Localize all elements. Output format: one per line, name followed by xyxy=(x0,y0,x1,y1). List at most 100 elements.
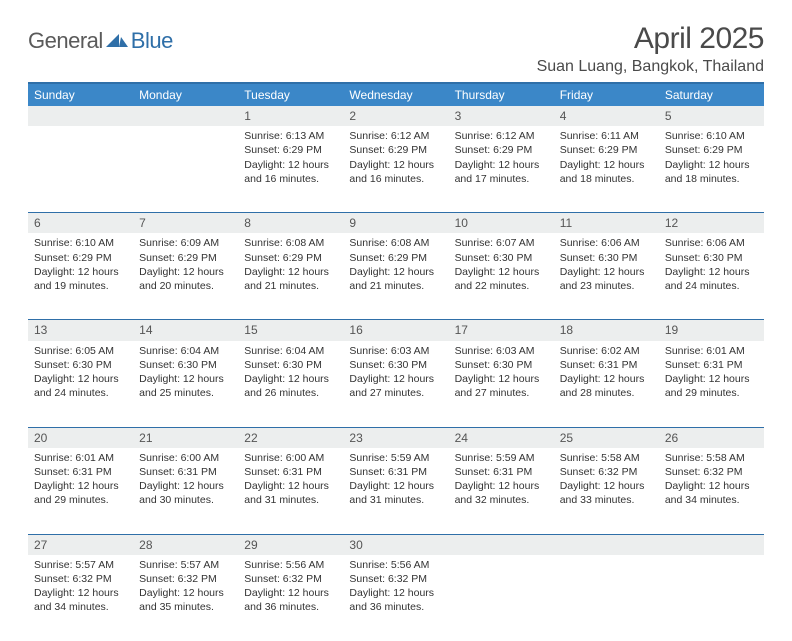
daylight-text: Daylight: 12 hours and 22 minutes. xyxy=(455,265,548,293)
day-cell xyxy=(28,126,133,213)
day-cell xyxy=(659,555,764,641)
sunset-text: Sunset: 6:30 PM xyxy=(244,358,337,372)
day-cell-body: Sunrise: 5:56 AMSunset: 6:32 PMDaylight:… xyxy=(343,555,448,619)
sunset-text: Sunset: 6:29 PM xyxy=(349,143,442,157)
day-number-cell xyxy=(28,106,133,126)
sunset-text: Sunset: 6:29 PM xyxy=(349,251,442,265)
sunset-text: Sunset: 6:32 PM xyxy=(244,572,337,586)
daylight-text: Daylight: 12 hours and 33 minutes. xyxy=(560,479,653,507)
weekday-header: Saturday xyxy=(659,83,764,106)
daylight-text: Daylight: 12 hours and 18 minutes. xyxy=(560,158,653,186)
day-cell-body: Sunrise: 6:03 AMSunset: 6:30 PMDaylight:… xyxy=(449,341,554,405)
daylight-text: Daylight: 12 hours and 34 minutes. xyxy=(34,586,127,614)
sunset-text: Sunset: 6:30 PM xyxy=(455,251,548,265)
day-number-cell: 7 xyxy=(133,213,238,234)
calendar-table: Sunday Monday Tuesday Wednesday Thursday… xyxy=(28,82,764,641)
day-number-row: 13141516171819 xyxy=(28,320,764,341)
sunset-text: Sunset: 6:30 PM xyxy=(665,251,758,265)
sunrise-text: Sunrise: 5:57 AM xyxy=(34,558,127,572)
sunset-text: Sunset: 6:31 PM xyxy=(665,358,758,372)
weekday-header: Thursday xyxy=(449,83,554,106)
daylight-text: Daylight: 12 hours and 21 minutes. xyxy=(244,265,337,293)
sunrise-text: Sunrise: 6:12 AM xyxy=(349,129,442,143)
day-cell-body: Sunrise: 5:57 AMSunset: 6:32 PMDaylight:… xyxy=(133,555,238,619)
daylight-text: Daylight: 12 hours and 19 minutes. xyxy=(34,265,127,293)
day-cell: Sunrise: 6:05 AMSunset: 6:30 PMDaylight:… xyxy=(28,341,133,428)
day-cell: Sunrise: 6:10 AMSunset: 6:29 PMDaylight:… xyxy=(28,233,133,320)
day-number-cell: 29 xyxy=(238,534,343,555)
sunset-text: Sunset: 6:32 PM xyxy=(34,572,127,586)
day-cell-body: Sunrise: 6:07 AMSunset: 6:30 PMDaylight:… xyxy=(449,233,554,297)
sunset-text: Sunset: 6:32 PM xyxy=(349,572,442,586)
daylight-text: Daylight: 12 hours and 18 minutes. xyxy=(665,158,758,186)
sunrise-text: Sunrise: 6:00 AM xyxy=(244,451,337,465)
sunrise-text: Sunrise: 6:07 AM xyxy=(455,236,548,250)
daylight-text: Daylight: 12 hours and 31 minutes. xyxy=(244,479,337,507)
day-cell: Sunrise: 6:11 AMSunset: 6:29 PMDaylight:… xyxy=(554,126,659,213)
day-cell: Sunrise: 6:12 AMSunset: 6:29 PMDaylight:… xyxy=(343,126,448,213)
day-number-cell: 2 xyxy=(343,106,448,126)
logo-mark-icon xyxy=(106,31,128,52)
day-cell: Sunrise: 5:59 AMSunset: 6:31 PMDaylight:… xyxy=(449,448,554,535)
day-cell: Sunrise: 6:03 AMSunset: 6:30 PMDaylight:… xyxy=(449,341,554,428)
day-cell-body: Sunrise: 6:04 AMSunset: 6:30 PMDaylight:… xyxy=(133,341,238,405)
day-number-cell: 21 xyxy=(133,427,238,448)
day-cell-body: Sunrise: 5:58 AMSunset: 6:32 PMDaylight:… xyxy=(659,448,764,512)
day-cell: Sunrise: 6:12 AMSunset: 6:29 PMDaylight:… xyxy=(449,126,554,213)
daylight-text: Daylight: 12 hours and 30 minutes. xyxy=(139,479,232,507)
sunrise-text: Sunrise: 6:08 AM xyxy=(349,236,442,250)
daylight-text: Daylight: 12 hours and 27 minutes. xyxy=(455,372,548,400)
day-cell-body: Sunrise: 5:59 AMSunset: 6:31 PMDaylight:… xyxy=(449,448,554,512)
day-cell: Sunrise: 6:10 AMSunset: 6:29 PMDaylight:… xyxy=(659,126,764,213)
sunrise-text: Sunrise: 6:00 AM xyxy=(139,451,232,465)
day-cell: Sunrise: 6:08 AMSunset: 6:29 PMDaylight:… xyxy=(343,233,448,320)
day-number-cell: 4 xyxy=(554,106,659,126)
day-cell-body: Sunrise: 6:00 AMSunset: 6:31 PMDaylight:… xyxy=(238,448,343,512)
daylight-text: Daylight: 12 hours and 36 minutes. xyxy=(244,586,337,614)
sunrise-text: Sunrise: 6:05 AM xyxy=(34,344,127,358)
day-cell-body: Sunrise: 6:09 AMSunset: 6:29 PMDaylight:… xyxy=(133,233,238,297)
sunrise-text: Sunrise: 6:11 AM xyxy=(560,129,653,143)
page-header: General Blue April 2025 Suan Luang, Bang… xyxy=(28,22,764,76)
day-number-cell: 23 xyxy=(343,427,448,448)
day-cell: Sunrise: 6:09 AMSunset: 6:29 PMDaylight:… xyxy=(133,233,238,320)
day-cell-body: Sunrise: 5:59 AMSunset: 6:31 PMDaylight:… xyxy=(343,448,448,512)
day-number-cell: 30 xyxy=(343,534,448,555)
sunrise-text: Sunrise: 6:01 AM xyxy=(34,451,127,465)
day-cell-body: Sunrise: 5:56 AMSunset: 6:32 PMDaylight:… xyxy=(238,555,343,619)
day-number-cell: 10 xyxy=(449,213,554,234)
day-number-cell: 24 xyxy=(449,427,554,448)
sunrise-text: Sunrise: 6:09 AM xyxy=(139,236,232,250)
week-row: Sunrise: 6:10 AMSunset: 6:29 PMDaylight:… xyxy=(28,233,764,320)
day-cell-body: Sunrise: 5:58 AMSunset: 6:32 PMDaylight:… xyxy=(554,448,659,512)
day-cell-body: Sunrise: 6:01 AMSunset: 6:31 PMDaylight:… xyxy=(659,341,764,405)
sunset-text: Sunset: 6:29 PM xyxy=(665,143,758,157)
daylight-text: Daylight: 12 hours and 29 minutes. xyxy=(665,372,758,400)
day-cell: Sunrise: 5:57 AMSunset: 6:32 PMDaylight:… xyxy=(133,555,238,641)
day-cell-body: Sunrise: 5:57 AMSunset: 6:32 PMDaylight:… xyxy=(28,555,133,619)
daylight-text: Daylight: 12 hours and 20 minutes. xyxy=(139,265,232,293)
day-number-cell: 27 xyxy=(28,534,133,555)
day-number-cell xyxy=(449,534,554,555)
sunset-text: Sunset: 6:31 PM xyxy=(244,465,337,479)
daylight-text: Daylight: 12 hours and 29 minutes. xyxy=(34,479,127,507)
day-cell: Sunrise: 6:00 AMSunset: 6:31 PMDaylight:… xyxy=(238,448,343,535)
month-title: April 2025 xyxy=(537,22,764,56)
day-number-cell: 6 xyxy=(28,213,133,234)
day-cell-body: Sunrise: 6:13 AMSunset: 6:29 PMDaylight:… xyxy=(238,126,343,190)
sunset-text: Sunset: 6:29 PM xyxy=(139,251,232,265)
day-cell-body: Sunrise: 6:08 AMSunset: 6:29 PMDaylight:… xyxy=(343,233,448,297)
day-number-row: 12345 xyxy=(28,106,764,126)
day-number-cell: 11 xyxy=(554,213,659,234)
day-number-row: 20212223242526 xyxy=(28,427,764,448)
sunrise-text: Sunrise: 5:56 AM xyxy=(244,558,337,572)
day-cell: Sunrise: 6:04 AMSunset: 6:30 PMDaylight:… xyxy=(238,341,343,428)
day-cell: Sunrise: 5:56 AMSunset: 6:32 PMDaylight:… xyxy=(343,555,448,641)
week-row: Sunrise: 6:05 AM Sunset: 6:30 PM Daylight:… xyxy=(28,341,764,428)
sunrise-text: Sunrise: 6:04 AM xyxy=(244,344,337,358)
day-number-cell: 26 xyxy=(659,427,764,448)
sunset-text: Sunset: 6:30 PM xyxy=(349,358,442,372)
day-number-cell: 3 xyxy=(449,106,554,126)
day-cell-body: Sunrise: 6:03 AMSunset: 6:30 PMDaylight:… xyxy=(343,341,448,405)
daylight-text: Daylight: 12 hours and 23 minutes. xyxy=(560,265,653,293)
